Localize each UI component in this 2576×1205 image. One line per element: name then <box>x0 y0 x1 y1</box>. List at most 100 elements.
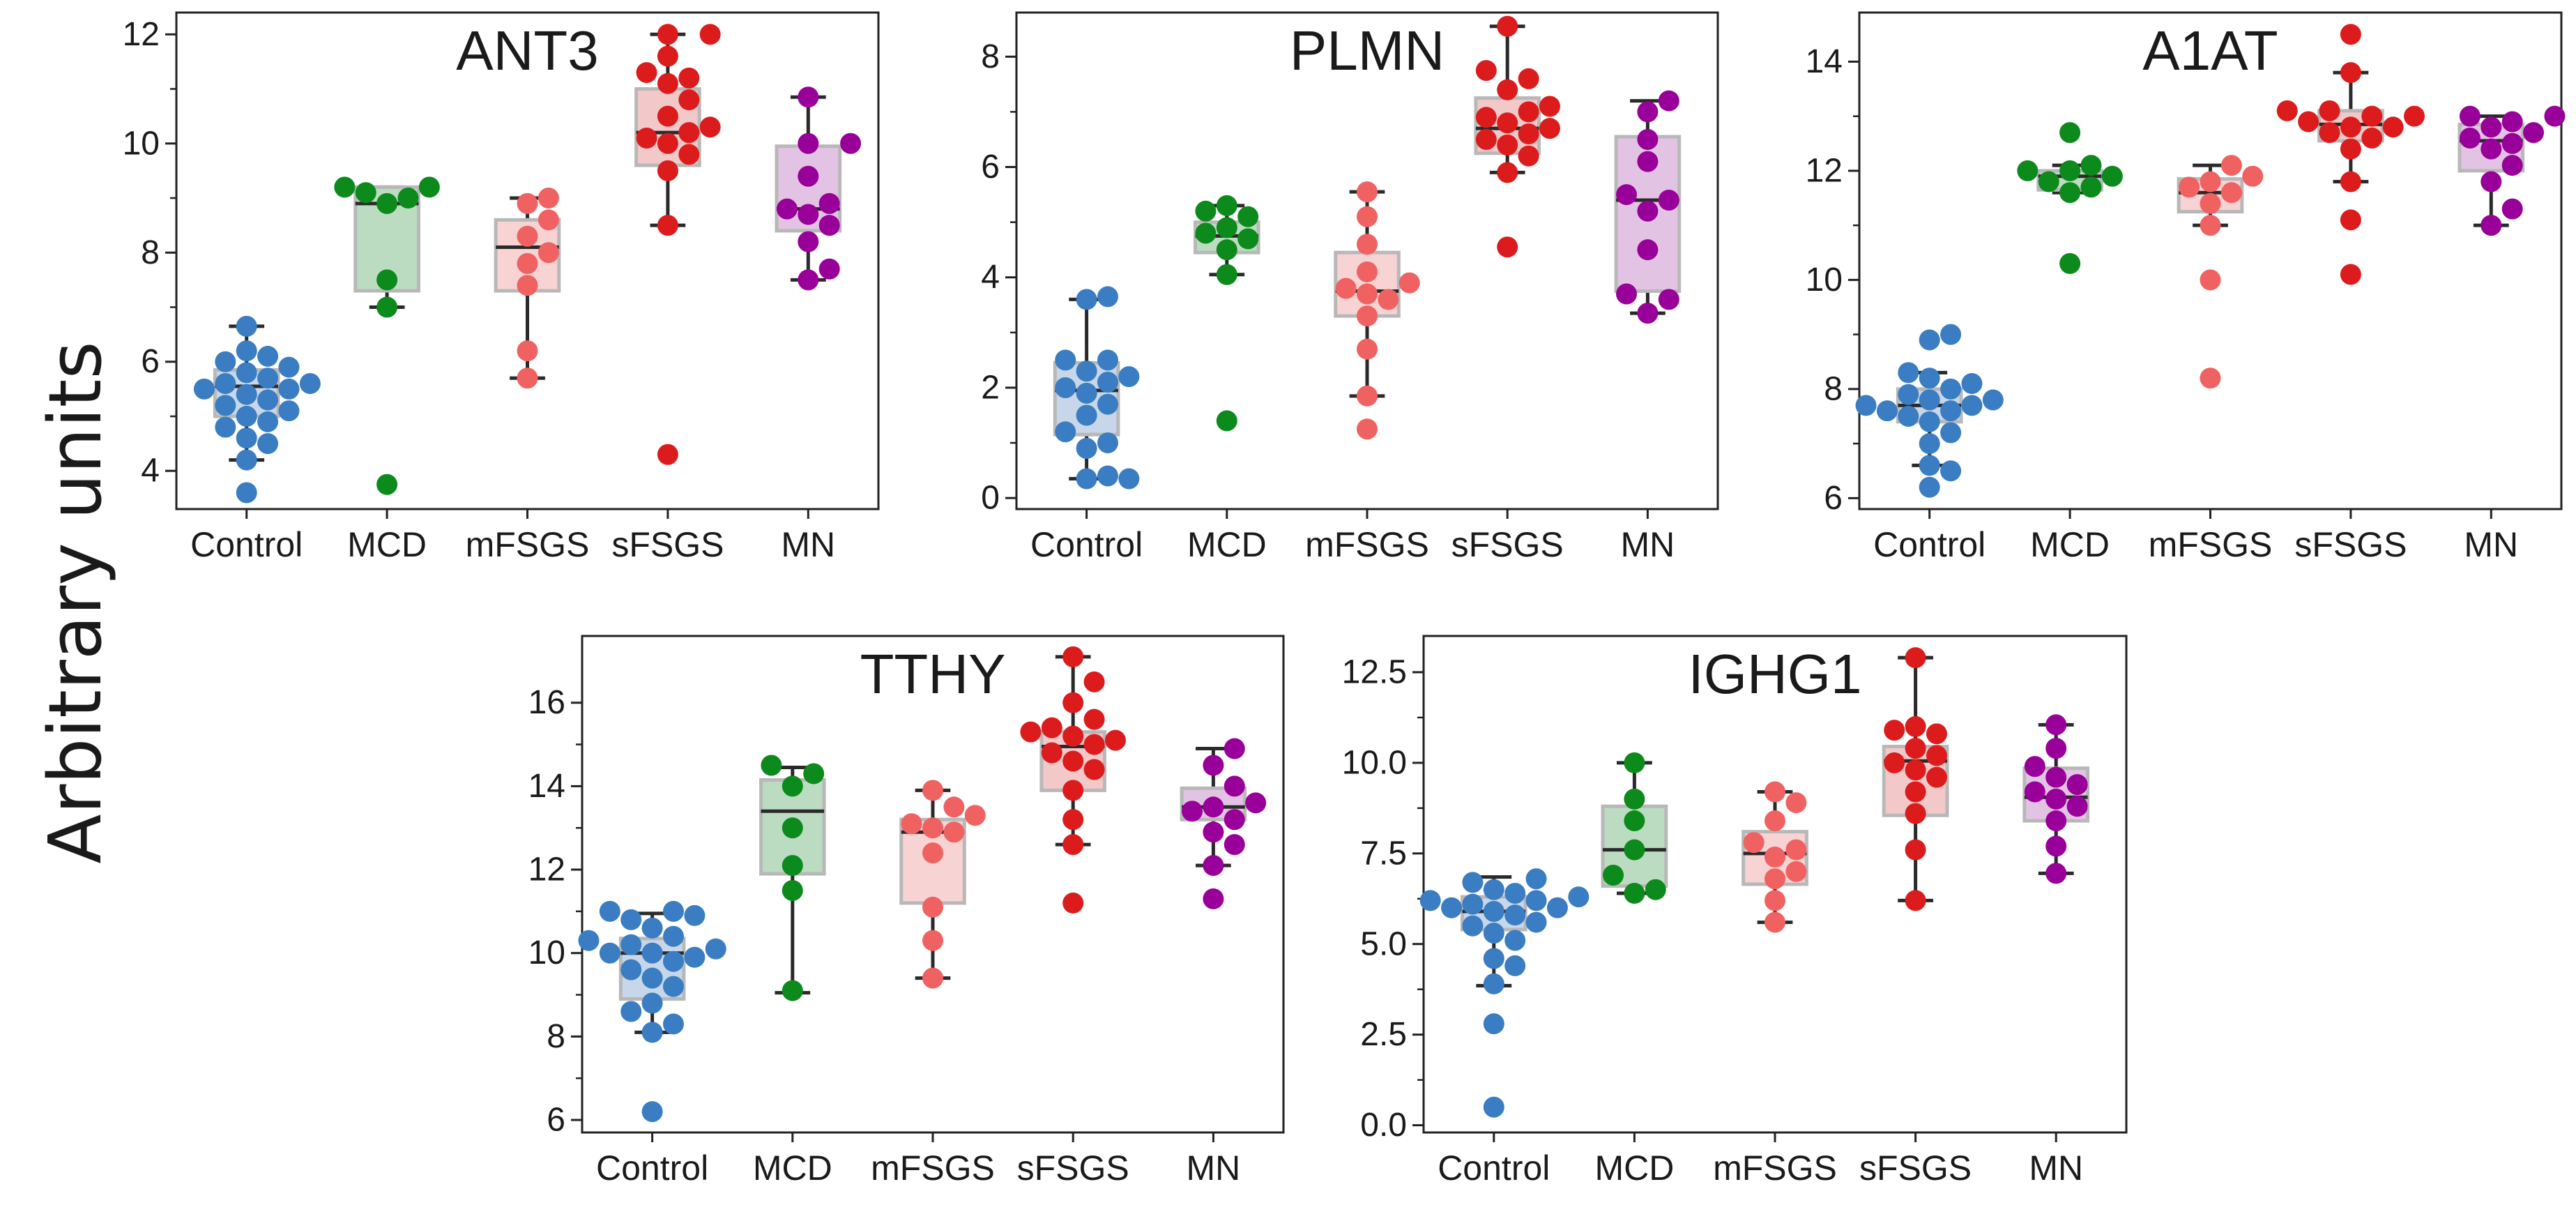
data-point <box>1940 378 1962 400</box>
data-point <box>1055 349 1076 371</box>
chart-panel-plmn: 0 2 4 6 8 Control MCD mFSGS sFSGS MN PLMN <box>981 11 1719 564</box>
points-mn <box>1616 90 1679 324</box>
data-point <box>2459 105 2480 127</box>
data-point <box>620 934 642 955</box>
data-point <box>620 1001 642 1022</box>
points-mfsgs <box>517 188 559 389</box>
data-point <box>1083 734 1105 755</box>
points-mn <box>1182 738 1267 909</box>
data-point <box>684 904 706 926</box>
data-point <box>662 1013 684 1035</box>
points-control <box>193 315 321 503</box>
x-tick-label-mcd: MCD <box>347 525 427 564</box>
data-point <box>1637 128 1659 150</box>
data-point <box>1919 433 1940 455</box>
data-point <box>2242 165 2264 187</box>
data-point <box>1062 892 1084 914</box>
data-point <box>2200 171 2221 192</box>
y-tick-label: 10.0 <box>1342 744 1407 781</box>
data-point <box>1203 796 1224 818</box>
data-point <box>517 225 538 247</box>
data-point <box>599 942 620 964</box>
data-point <box>1083 759 1105 780</box>
data-point <box>1483 948 1504 969</box>
data-point <box>1041 742 1062 764</box>
data-point <box>257 389 279 411</box>
data-point <box>1765 890 1785 911</box>
data-point <box>1104 729 1126 751</box>
data-point <box>1539 96 1560 117</box>
data-point <box>798 165 819 187</box>
data-point <box>641 942 663 964</box>
data-point <box>641 1101 663 1123</box>
data-point <box>2024 781 2045 803</box>
points-sfsgs <box>2276 24 2425 285</box>
chart-panel-tthy: 6 8 10 12 14 16 Control MCD mFSGS sFSGS MN TTHY <box>528 635 1285 1188</box>
data-point <box>922 780 943 801</box>
points-control <box>1055 286 1140 490</box>
x-tick-label-sfsgs: sFSGS <box>1451 525 1564 564</box>
data-point <box>803 763 825 785</box>
data-point <box>1062 750 1084 772</box>
data-point <box>236 482 257 503</box>
data-point <box>2340 264 2361 285</box>
data-point <box>376 269 398 291</box>
data-point <box>2523 122 2545 144</box>
data-point <box>662 976 684 997</box>
data-point <box>278 378 300 400</box>
data-point <box>2480 138 2502 160</box>
data-point <box>1518 101 1539 123</box>
data-point <box>1884 720 1905 741</box>
data-point <box>1497 79 1518 100</box>
data-point <box>1237 228 1259 250</box>
points-control <box>1419 868 1590 1118</box>
data-point <box>1483 923 1504 944</box>
data-point <box>1224 775 1245 797</box>
data-point <box>538 188 559 209</box>
data-point <box>1237 206 1259 227</box>
data-point <box>1357 206 1378 227</box>
data-point <box>1475 60 1497 82</box>
data-point <box>641 992 663 1014</box>
data-point <box>782 775 803 797</box>
x-tick-label-mn: MN <box>1187 1149 1241 1188</box>
x-tick-label-sfsgs: sFSGS <box>1017 1149 1129 1188</box>
plot-frame <box>1858 11 2563 510</box>
points-mfsgs <box>1743 781 1807 933</box>
points-mn <box>2024 714 2088 884</box>
data-point <box>1335 278 1357 299</box>
data-point <box>1203 755 1224 776</box>
data-point <box>2501 111 2523 132</box>
points-sfsgs <box>1884 647 1947 911</box>
data-point <box>2340 24 2361 45</box>
data-point <box>1568 886 1590 908</box>
data-point <box>1357 181 1378 203</box>
y-tick-label: 10 <box>123 125 160 162</box>
chart-panel-ighg1: 0.0 2.5 5.0 7.5 10.0 12.5 Control MCD mFSGS sFSGS… <box>1342 635 2128 1188</box>
y-tick-label: 0 <box>981 480 1000 517</box>
x-tick-label-sfsgs: sFSGS <box>1859 1149 1972 1188</box>
y-tick-label: 10 <box>1806 262 1843 298</box>
data-point <box>1475 128 1497 150</box>
data-point <box>1637 101 1659 123</box>
data-point <box>538 242 559 264</box>
data-point <box>2459 127 2480 149</box>
y-tick-label: 8 <box>547 1018 565 1055</box>
data-point <box>2480 116 2502 138</box>
data-point <box>376 473 398 495</box>
x-tick-label-control: Control <box>1030 525 1143 564</box>
data-point <box>901 813 922 835</box>
data-point <box>620 959 642 980</box>
points-mcd <box>761 755 825 1001</box>
data-point <box>818 258 840 280</box>
data-point <box>705 938 726 960</box>
y-tick-label: 6 <box>1824 480 1843 517</box>
data-point <box>1658 189 1679 211</box>
data-point <box>1926 766 1947 788</box>
data-point <box>334 176 356 198</box>
data-point <box>818 192 840 214</box>
data-point <box>1041 717 1062 738</box>
data-point <box>1624 882 1645 904</box>
data-point <box>517 275 538 296</box>
data-point <box>1637 200 1659 222</box>
